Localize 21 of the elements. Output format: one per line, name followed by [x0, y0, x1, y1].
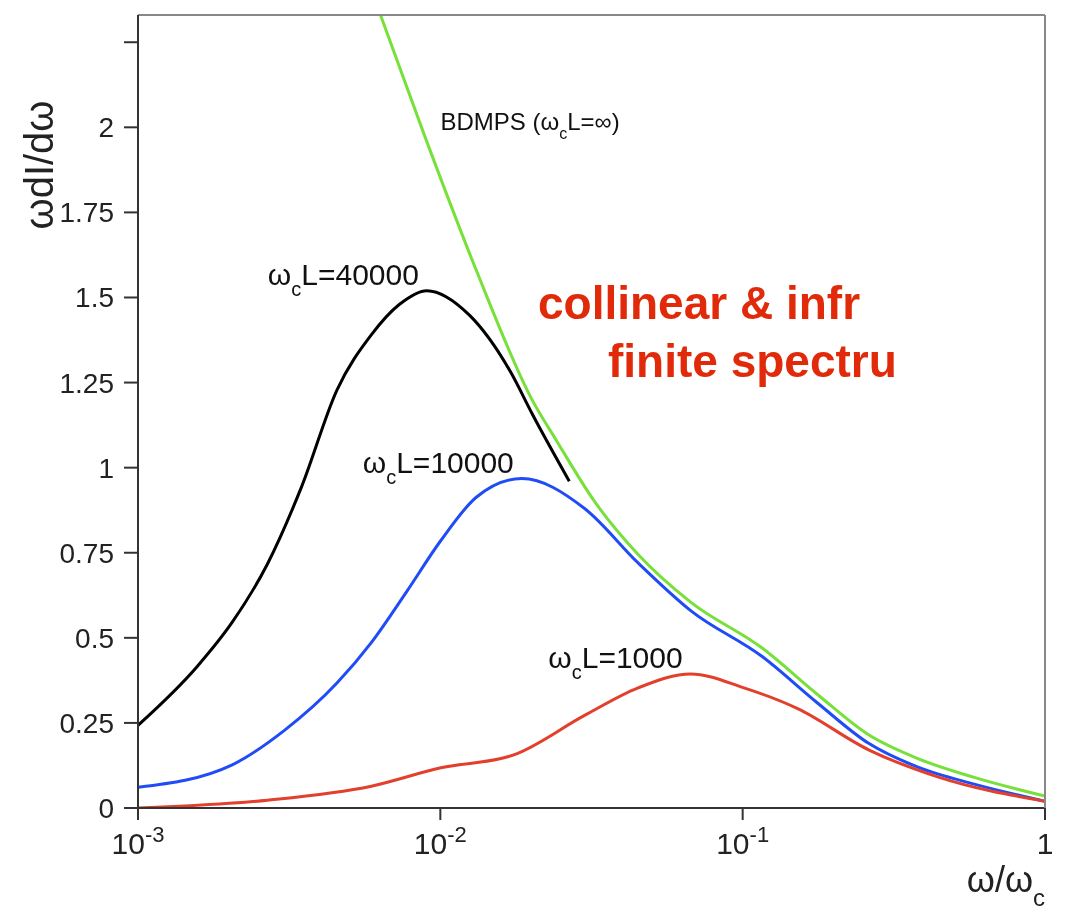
y-tick-label: 1	[98, 452, 114, 484]
y-tick-label: 1.25	[59, 367, 114, 399]
series-label: ω$_{c}$L=40000	[267, 257, 419, 300]
y-tick-label: 0.5	[75, 622, 114, 654]
y-tick-label: 0.75	[59, 537, 114, 569]
annotation: finite spectru	[608, 334, 897, 388]
x-tick-label: 10$^{-2}$	[413, 821, 467, 860]
series-label: ω$_{c}$L=10000	[362, 445, 514, 488]
x-tick-label: 1	[1036, 827, 1054, 860]
series-label: BDMPS (ω$_{c}$L=∞)	[440, 108, 620, 142]
series-label: ω$_{c}$L=1000	[548, 640, 683, 683]
x-tick-label: 10$^{-1}$	[716, 821, 770, 860]
y-tick-label: 2	[98, 112, 114, 144]
x-tick-label: 10$^{-3}$	[111, 821, 165, 860]
y-tick-label: 1.5	[75, 282, 114, 314]
x-axis-title: ω/ω$_{c}$	[966, 859, 1045, 911]
y-tick-label: 0.25	[59, 707, 114, 739]
y-tick-label: 1.75	[59, 197, 114, 229]
y-tick-label: 0	[98, 793, 114, 824]
y-axis-title: ωdI/dω	[17, 100, 61, 230]
annotation: collinear & infr	[538, 276, 861, 330]
